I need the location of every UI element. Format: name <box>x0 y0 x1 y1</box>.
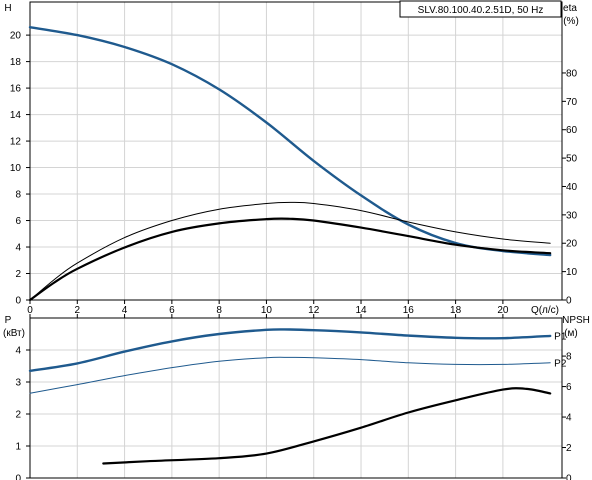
x-tick-label: 4 <box>122 305 128 316</box>
x-tick-label: 2 <box>75 305 81 316</box>
grid-layer <box>30 2 562 478</box>
top-left-tick-label: 16 <box>10 84 22 95</box>
x-tick-label: 0 <box>27 305 33 316</box>
top-left-tick-label: 12 <box>10 137 22 148</box>
x-axis-label: Q(л/с) <box>531 305 559 316</box>
bottom-left-tick-label: 4 <box>15 346 21 357</box>
bottom-left-tick-label: 1 <box>15 442 21 453</box>
top-series-curve-0 <box>28 26 552 257</box>
bottom-left-tick-label: 2 <box>15 410 21 421</box>
curves-layer <box>28 26 552 465</box>
y-axis-label-left: H <box>4 3 11 14</box>
series-label-p1: P1 <box>554 331 567 342</box>
power-axis-unit: (кВт) <box>3 328 25 339</box>
top-left-tick-label: 4 <box>15 243 21 254</box>
chart-title: SLV.80.100.40.2.51D, 50 Hz <box>418 5 544 16</box>
top-left-tick-label: 8 <box>15 190 21 201</box>
top-plot-frame <box>29 1 563 301</box>
bottom-left-tick-label: 3 <box>15 378 21 389</box>
npsh-axis-unit: (м) <box>564 328 578 339</box>
top-left-tick-label: 20 <box>10 31 22 42</box>
bottom-plot-frame <box>29 317 563 479</box>
frame-layer <box>26 1 566 479</box>
x-tick-label: 20 <box>497 305 509 316</box>
bottom-right-tick-label: 6 <box>566 382 572 393</box>
bottom-right-tick-label: 0 <box>566 474 572 480</box>
top-right-tick-label: 0 <box>566 296 572 307</box>
top-series-curve-1 <box>28 217 552 302</box>
y-axis-unit-right: (%) <box>563 16 579 27</box>
top-left-tick-label: 18 <box>10 57 22 68</box>
top-right-tick-label: 60 <box>566 125 578 136</box>
x-tick-label: 16 <box>403 305 415 316</box>
top-left-tick-label: 2 <box>15 269 21 280</box>
x-tick-label: 8 <box>216 305 222 316</box>
top-series-curve-2 <box>29 201 551 301</box>
top-right-tick-label: 30 <box>566 210 578 221</box>
series-label-p2: P2 <box>554 358 567 369</box>
title-box <box>399 0 562 18</box>
top-right-tick-label: 70 <box>566 97 578 108</box>
power-axis-label: P <box>5 315 12 326</box>
top-right-tick-label: 50 <box>566 154 578 165</box>
x-tick-label: 6 <box>169 305 175 316</box>
title-layer: SLV.80.100.40.2.51D, 50 Hz <box>399 0 562 18</box>
bottom-right-tick-label: 8 <box>566 352 572 363</box>
top-right-tick-label: 80 <box>566 68 578 79</box>
top-right-tick-label: 40 <box>566 182 578 193</box>
bottom-series-curve-0 <box>28 328 552 372</box>
bottom-right-tick-label: 2 <box>566 443 572 454</box>
top-left-tick-label: 6 <box>15 216 21 227</box>
npsh-axis-label: NPSH <box>562 315 590 326</box>
top-left-tick-label: 10 <box>10 163 22 174</box>
bottom-left-tick-label: 0 <box>15 474 21 480</box>
top-left-tick-label: 14 <box>10 110 22 121</box>
top-right-tick-label: 10 <box>566 267 578 278</box>
x-tick-label: 14 <box>355 305 367 316</box>
bottom-series-curve-1 <box>29 356 551 394</box>
x-tick-label: 18 <box>450 305 462 316</box>
x-tick-label: 10 <box>261 305 273 316</box>
bottom-right-tick-label: 4 <box>566 413 572 424</box>
top-right-tick-label: 20 <box>566 239 578 250</box>
top-left-tick-label: 0 <box>15 296 21 307</box>
bottom-series-curve-2 <box>102 387 552 465</box>
y-axis-label-right: eta <box>563 3 577 14</box>
x-tick-label: 12 <box>308 305 320 316</box>
